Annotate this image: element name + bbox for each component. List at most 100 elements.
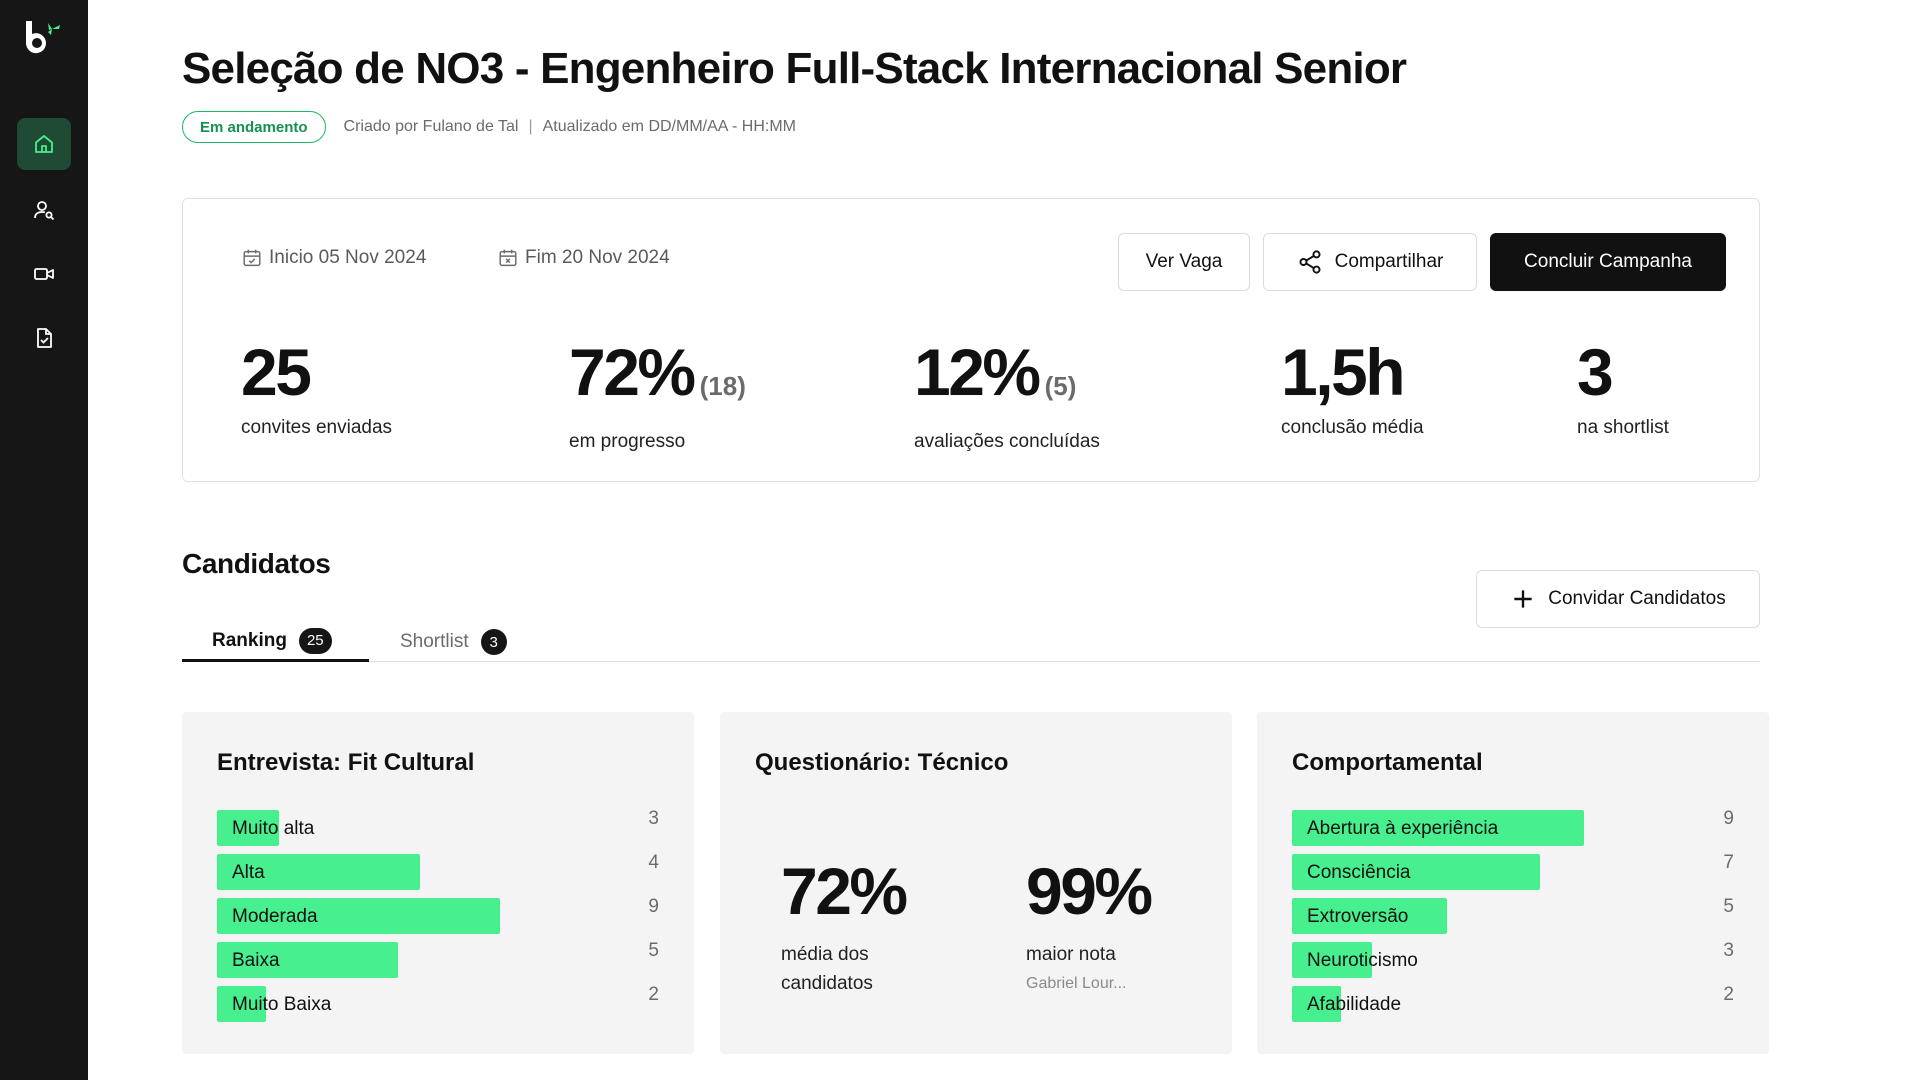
sidebar-item-candidates[interactable] [17, 184, 71, 236]
tab-count-badge: 3 [480, 629, 507, 655]
bar-label: Moderada [232, 906, 318, 927]
max-score-label: maior nota [1026, 944, 1116, 965]
updated-at: Atualizado em DD/MM/AA - HH:MM [542, 118, 796, 135]
bar-count: 9 [1723, 808, 1734, 829]
calendar-start-icon [243, 249, 261, 267]
bar-fill [1292, 898, 1447, 934]
meta-separator: | [528, 118, 533, 135]
panel-title: Questionário: Técnico [755, 749, 1009, 776]
max-score-candidate[interactable]: Gabriel Lour... [1026, 975, 1127, 992]
stat-label: convites enviadas [241, 417, 393, 438]
bar-label: Alta [232, 862, 265, 883]
stat-shortlist: 3 na shortlist [1577, 339, 1669, 439]
bar-row: Consciência 7 [1292, 852, 1734, 890]
bar-fill [217, 810, 279, 846]
start-date-label: Inicio 05 Nov 2024 [269, 247, 427, 268]
home-icon [35, 135, 53, 153]
candidates-tabs: Ranking 25 Shortlist 3 [182, 622, 1760, 662]
panel-behavioral: Comportamental Abertura à experiência 9 … [1257, 712, 1769, 1054]
stat-label: na shortlist [1577, 417, 1669, 438]
bar-row: Baixa 5 [217, 940, 659, 978]
stat-completed: 12% (5) avaliações concluídas [914, 339, 1100, 453]
stat-value: 12% [914, 335, 1041, 409]
stat-label: conclusão média [1281, 417, 1424, 438]
tab-label: Ranking [212, 629, 287, 651]
sidebar-item-home[interactable] [17, 118, 71, 170]
bar-label: Afabilidade [1307, 994, 1402, 1015]
sidebar-item-assessments[interactable] [17, 312, 71, 364]
panel-cultural-fit: Entrevista: Fit Cultural Muito alta 3 Al… [182, 712, 694, 1054]
bar-count: 4 [648, 852, 659, 873]
invite-candidates-label: Convidar Candidatos [1548, 588, 1726, 609]
bar-fill [1292, 986, 1341, 1022]
average-score-label: média dos candidatos [781, 944, 873, 994]
bar-label: Neuroticismo [1307, 950, 1418, 971]
average-score: 72% média dos candidatos [781, 858, 951, 998]
bar-row: Abertura à experiência 9 [1292, 808, 1734, 846]
page-meta: Em andamento Criado por Fulano de Tal | … [182, 111, 796, 143]
bar-count: 7 [1723, 852, 1734, 873]
stat-average-completion: 1,5h conclusão média [1281, 339, 1424, 439]
bar-fill [217, 854, 421, 890]
stat-value: 3 [1577, 335, 1614, 409]
created-by: Criado por Fulano de Tal [343, 118, 519, 135]
stat-value: 1,5h [1281, 335, 1406, 409]
max-score: 99% maior nota Gabriel Lour... [1026, 858, 1196, 993]
stat-label: avaliações concluídas [914, 431, 1100, 452]
panel-technical: Questionário: Técnico 72% média dos cand… [720, 712, 1232, 1054]
bar-fill [217, 942, 399, 978]
sidebar [0, 0, 88, 1080]
video-camera-icon [34, 268, 54, 280]
bar-fill [1292, 942, 1372, 978]
stat-value: 72% [569, 335, 696, 409]
candidates-title: Candidatos [182, 548, 331, 579]
bar-count: 5 [648, 940, 659, 961]
max-score-value: 99% [1026, 854, 1153, 928]
bar-label: Muito alta [232, 818, 315, 839]
stat-in-progress: 72% (18) em progresso [569, 339, 746, 453]
bar-label: Extroversão [1307, 906, 1409, 927]
bar-fill [217, 986, 266, 1022]
user-search-icon [34, 201, 55, 221]
bar-count: 2 [648, 984, 659, 1005]
start-date: Inicio 05 Nov 2024 [241, 247, 426, 269]
bar-count: 3 [648, 808, 659, 829]
panel-title: Comportamental [1292, 749, 1483, 776]
stat-sub-count: (5) [1044, 371, 1077, 401]
bar-count: 3 [1723, 940, 1734, 961]
finish-campaign-button[interactable]: Concluir Campanha [1490, 233, 1726, 291]
tab-count-badge: 25 [298, 627, 332, 654]
status-badge: Em andamento [182, 111, 326, 143]
bar-row: Neuroticismo 3 [1292, 940, 1734, 978]
stat-sub-count: (18) [699, 371, 746, 401]
bar-count: 5 [1723, 896, 1734, 917]
bar-fill [1292, 854, 1540, 890]
bar-row: Alta 4 [217, 852, 659, 890]
bar-fill [1292, 810, 1584, 846]
bar-row: Moderada 9 [217, 896, 659, 934]
document-check-icon [37, 328, 52, 348]
stat-value: 25 [241, 335, 312, 409]
sidebar-item-interviews[interactable] [17, 248, 71, 300]
stat-label: em progresso [569, 431, 686, 452]
view-job-button[interactable]: Ver Vaga [1118, 233, 1250, 291]
tab-label: Shortlist [400, 631, 469, 652]
bar-fill [217, 898, 500, 934]
calendar-end-icon [499, 249, 517, 267]
bar-row: Muito Baixa 2 [217, 984, 659, 1022]
b-logo-icon[interactable] [22, 17, 66, 61]
bar-label: Muito Baixa [232, 994, 332, 1015]
end-date-label: Fim 20 Nov 2024 [525, 247, 670, 268]
bar-count: 2 [1723, 984, 1734, 1005]
share-button[interactable]: Compartilhar [1263, 233, 1477, 291]
bar-count: 9 [648, 896, 659, 917]
bar-row: Extroversão 5 [1292, 896, 1734, 934]
end-date: Fim 20 Nov 2024 [497, 247, 670, 269]
tab-shortlist[interactable]: Shortlist 3 [400, 622, 507, 662]
bar-label: Abertura à experiência [1307, 818, 1499, 839]
plus-icon [1514, 590, 1532, 608]
invite-candidates-button[interactable]: Convidar Candidatos [1476, 570, 1760, 628]
share-icon [1299, 250, 1321, 274]
campaign-summary-card: Inicio 05 Nov 2024 Fim 20 Nov 2024 Ver V… [182, 198, 1760, 482]
tab-ranking[interactable]: Ranking 25 [182, 622, 369, 662]
